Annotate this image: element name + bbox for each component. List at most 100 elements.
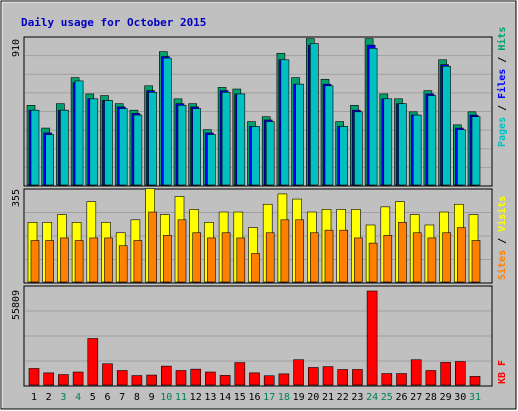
- bar-pages: [30, 109, 40, 186]
- bar-pages: [74, 80, 84, 186]
- bar-pages: [280, 59, 290, 186]
- bar-sites: [118, 245, 128, 283]
- x-axis-day-labels: 1 2 3 4 5 6 7 8 9 10 11 12 13 14 15 16 17 18 19 20 21 22 23 24 2…: [31, 392, 481, 403]
- bar-pages: [383, 98, 393, 186]
- x-tick-label: 15: [234, 392, 246, 403]
- bar-sites: [324, 229, 334, 283]
- ymax-label-visits: 355: [11, 189, 22, 207]
- legend-item-kb-f: KB F: [497, 360, 508, 384]
- bar-sites: [104, 237, 113, 283]
- bar-pages: [118, 108, 128, 186]
- bar-sites: [265, 232, 275, 283]
- bar-sites: [280, 219, 290, 283]
- x-tick-label: 24: [366, 392, 378, 403]
- bar-kbytes: [249, 372, 260, 386]
- bar-sites: [30, 240, 40, 283]
- x-tick-label: 25: [381, 392, 393, 403]
- bar-pages: [251, 126, 260, 186]
- legend-separator: /: [497, 51, 508, 69]
- x-tick-label: 27: [410, 392, 422, 403]
- legend-text: Sites / Visits: [496, 196, 508, 280]
- bar-sites: [89, 237, 99, 283]
- bar-pages: [471, 116, 481, 186]
- legend-hits-panel: Pages / Files / Hits: [496, 27, 508, 147]
- bar-pages: [104, 100, 113, 186]
- bar-sites: [427, 237, 437, 283]
- bar-sites: [251, 253, 260, 283]
- bar-kbytes: [381, 373, 393, 386]
- legend-kbytes-panel: KB F: [497, 360, 508, 384]
- bar-sites: [163, 235, 172, 283]
- x-tick-label: 18: [278, 392, 290, 403]
- bar-sites: [133, 240, 143, 283]
- bar-kbytes: [146, 374, 157, 386]
- x-tick-label: 1: [31, 392, 37, 403]
- bar-kbytes: [219, 375, 231, 386]
- bar-kbytes: [337, 369, 349, 386]
- bar-sites: [177, 219, 187, 283]
- x-tick-label: 7: [119, 392, 125, 403]
- bar-pages: [398, 103, 407, 186]
- bar-kbytes: [454, 361, 466, 386]
- bar-sites: [60, 237, 69, 283]
- bar-sites: [221, 232, 231, 283]
- legend-text: Pages / Files / Hits: [496, 27, 508, 147]
- bar-kbytes: [352, 369, 363, 386]
- bar-sites: [368, 242, 378, 283]
- bar-pages: [442, 65, 451, 186]
- legend-item-pages: Pages: [497, 117, 508, 147]
- bars-visits-panel: [27, 188, 481, 283]
- bar-sites: [398, 222, 407, 283]
- bar-kbytes: [278, 373, 290, 386]
- bar-kbytes: [307, 367, 319, 386]
- x-tick-label: 10: [160, 392, 172, 403]
- bar-sites: [236, 237, 246, 283]
- bar-sites: [192, 232, 201, 283]
- bar-kbytes: [58, 374, 69, 386]
- bar-pages: [324, 85, 334, 186]
- bar-pages: [60, 109, 69, 186]
- bar-sites: [456, 227, 466, 283]
- bar-kbytes: [425, 370, 437, 386]
- bar-kbytes: [366, 290, 378, 386]
- x-tick-label: 16: [248, 392, 260, 403]
- bar-kbytes: [293, 359, 304, 386]
- x-tick-label: 23: [351, 392, 363, 403]
- bar-kbytes: [28, 368, 40, 386]
- bar-pages: [89, 98, 99, 186]
- bar-kbytes: [322, 366, 334, 386]
- bar-kbytes: [161, 365, 172, 386]
- bar-sites: [442, 232, 451, 283]
- bar-kbytes: [263, 375, 275, 386]
- bar-kbytes: [440, 362, 451, 386]
- bar-sites: [354, 237, 363, 283]
- x-tick-label: 5: [90, 392, 96, 403]
- bar-kbytes: [43, 372, 55, 386]
- bar-sites: [383, 235, 393, 283]
- bar-kbytes: [190, 368, 201, 386]
- legend-item-visits: Visits: [496, 196, 508, 232]
- bar-sites: [207, 237, 216, 283]
- bar-kbytes: [102, 363, 113, 386]
- bar-pages: [295, 83, 304, 186]
- bar-pages: [177, 105, 187, 186]
- bar-pages: [368, 48, 378, 186]
- chart-title: Daily usage for October 2015: [21, 16, 206, 29]
- x-tick-label: 13: [204, 392, 216, 403]
- bar-pages: [456, 129, 466, 186]
- x-tick-label: 17: [263, 392, 275, 403]
- x-tick-label: 20: [307, 392, 319, 403]
- bar-kbytes: [469, 376, 481, 386]
- bar-sites: [339, 229, 349, 283]
- bar-sites: [74, 240, 84, 283]
- ymax-label-kbytes: 55809: [11, 290, 22, 320]
- bar-pages: [192, 108, 201, 186]
- legend-item-hits: Hits: [496, 27, 508, 51]
- bar-kbytes: [410, 359, 422, 386]
- x-tick-label: 3: [60, 392, 66, 403]
- bar-sites: [471, 240, 481, 283]
- legend-separator: /: [497, 99, 508, 117]
- x-tick-label: 31: [469, 392, 481, 403]
- legend-item-files: Files: [496, 69, 508, 99]
